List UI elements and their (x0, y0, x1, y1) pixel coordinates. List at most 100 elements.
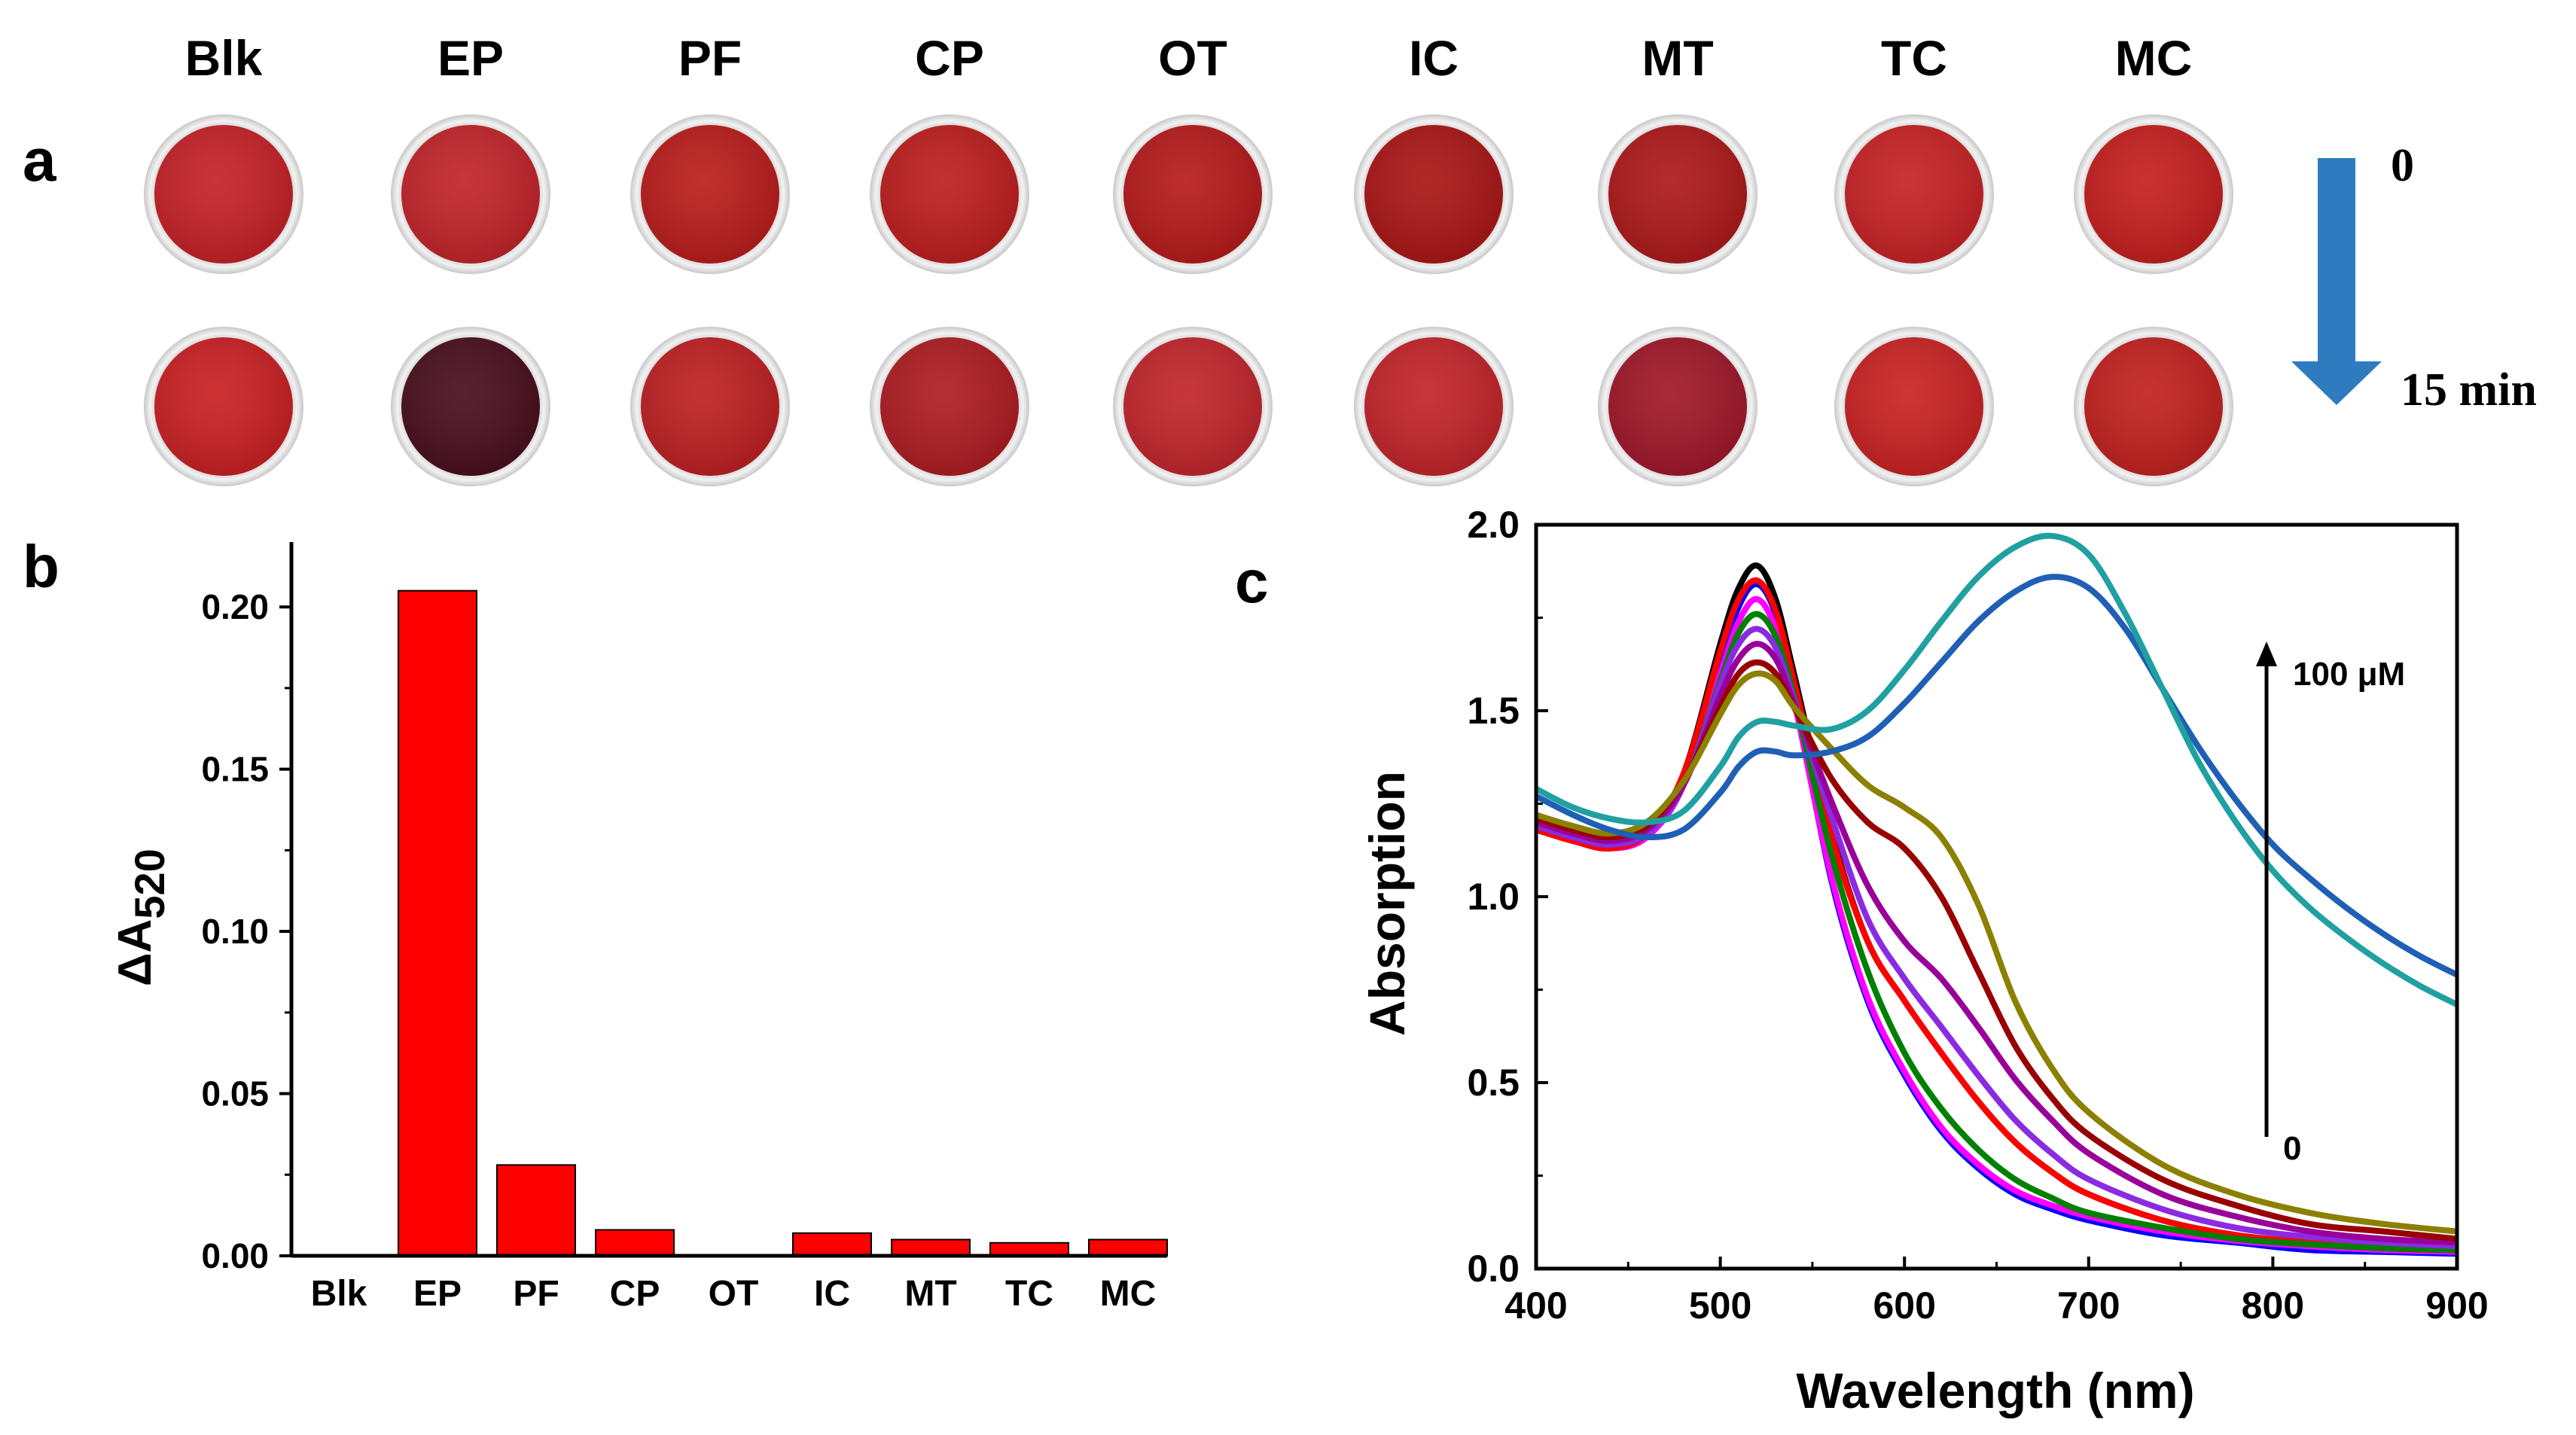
well-tc-row-1 (1834, 114, 1994, 274)
spectra-xtick-label: 800 (2242, 1284, 2304, 1327)
well-shading (1123, 337, 1262, 476)
spectrum-line-c10 (1535, 574, 2459, 978)
bar-chart: 0.00 0.05 0.10 0.15 0.20 Blk EP PF CP OT IC MT TC MC (201, 542, 1168, 1314)
time-arrow-shaft (2318, 158, 2355, 361)
well-shading (641, 125, 779, 264)
spectra-ytick-label: 2.0 (1467, 504, 1520, 546)
well-mt-row-2 (1598, 327, 1757, 486)
bar-ic (792, 1232, 872, 1257)
well-shading (401, 337, 540, 476)
bar-chart-ylabel-main: ΔA (109, 919, 161, 986)
spectrum-line-c11 (1535, 532, 2459, 1007)
well-shading (641, 337, 779, 476)
well-ic-row-1 (1354, 114, 1514, 274)
bar-ep (398, 590, 477, 1257)
well-blk-row-1 (144, 114, 303, 274)
sample-label-tc: TC (1881, 30, 1947, 86)
sample-label-ic: IC (1409, 30, 1459, 86)
well-mc-row-2 (2074, 327, 2233, 486)
panel-c: c Absorption Wavelength (nm) 400 500 600 70… (1235, 504, 2489, 1418)
time-label-start: 0 (2391, 140, 2414, 191)
spectra-xtick-label: 400 (1504, 1284, 1567, 1327)
spectra-ytick-label: 0.0 (1467, 1248, 1520, 1290)
bar-cp (595, 1229, 675, 1257)
spectrum-line-c5 (1535, 611, 2458, 1254)
spectrum-line-c4 (1535, 577, 2458, 1254)
time-label-end: 15 min (2401, 364, 2537, 416)
bar-chart-ytick-label: 0.05 (201, 1074, 269, 1114)
spectrum-line-c9 (1535, 670, 2458, 1235)
well-ot-row-1 (1113, 114, 1273, 274)
well-shading (1608, 125, 1747, 264)
concentration-arrow (2256, 641, 2277, 1137)
spectrum-line-c2 (1535, 596, 2458, 1255)
well-cp-row-2 (870, 327, 1029, 486)
bar-chart-ytick-label: 0.00 (201, 1236, 269, 1275)
well-grid (144, 114, 2233, 486)
well-mc-row-1 (2074, 114, 2233, 274)
bar-chart-category-label: OT (709, 1274, 759, 1314)
sample-label-blk: Blk (185, 30, 263, 86)
time-arrow (2291, 158, 2382, 405)
well-ep-row-2 (391, 327, 550, 486)
well-shading (2084, 337, 2223, 476)
spectra-frame (1534, 523, 2459, 1271)
bar-tc (989, 1242, 1069, 1257)
bar-chart-category-label: TC (1005, 1274, 1053, 1314)
well-pf-row-2 (630, 327, 790, 486)
well-pf-row-1 (630, 114, 790, 274)
bar-mc (1088, 1238, 1168, 1257)
sample-label-pf: PF (678, 30, 742, 86)
well-shading (1364, 337, 1503, 476)
sample-label-mc: MC (2115, 30, 2193, 86)
well-shading (880, 125, 1019, 264)
spectra-chart: 400 500 600 700 800 900 0.0 0.5 1.0 1.5 2.0 (1467, 504, 2488, 1327)
concentration-annotation-bottom: 0 (2283, 1130, 2301, 1167)
concentration-annotation-top: 100 μM (2293, 656, 2405, 693)
spectra-ytick-label: 1.0 (1467, 876, 1520, 918)
well-shading (154, 337, 293, 476)
sample-label-cp: CP (915, 30, 984, 86)
concentration-arrow-head (2256, 641, 2277, 666)
bar-chart-category-label: CP (610, 1274, 660, 1314)
bar-chart-ylabel-sub: 520 (126, 849, 173, 919)
spectra-xtick-label: 500 (1689, 1284, 1751, 1327)
spectra-ytick-label: 0.5 (1467, 1062, 1520, 1104)
well-shading (1845, 125, 1983, 264)
well-shading (2084, 125, 2223, 264)
well-shading (1608, 337, 1747, 476)
sample-label-ep: EP (437, 30, 504, 86)
spectra-xtick-label: 900 (2425, 1284, 2488, 1327)
well-shading (880, 337, 1019, 476)
bar-chart-category-label: PF (513, 1274, 559, 1314)
bar-pf (496, 1164, 576, 1257)
well-shading (1364, 125, 1503, 264)
bar-chart-category-label: IC (814, 1274, 850, 1314)
well-mt-row-1 (1598, 114, 1757, 274)
well-blk-row-2 (144, 327, 303, 486)
panel-a: a Blk EP PF CP OT IC MT TC MC 0 15 min (23, 30, 2537, 486)
bar-chart-ytick-label: 0.10 (201, 912, 269, 951)
bar-mt (891, 1238, 971, 1257)
bar-chart-category-label: EP (413, 1274, 462, 1314)
time-arrow-head (2291, 361, 2382, 405)
panel-b-letter: b (23, 533, 59, 600)
bar-chart-ytick-label: 0.15 (201, 750, 269, 789)
spectra-ylabel: Absorption (1359, 771, 1415, 1036)
well-tc-row-2 (1834, 327, 1994, 486)
well-ep-row-1 (391, 114, 550, 274)
spectra-xtick-label: 600 (1873, 1284, 1935, 1327)
panel-a-letter: a (23, 126, 56, 193)
sample-label-ot: OT (1158, 30, 1227, 86)
well-shading (1845, 337, 1983, 476)
spectra-ytick-label: 1.5 (1467, 690, 1520, 732)
bar-chart-category-label: Blk (311, 1274, 367, 1314)
well-cp-row-1 (870, 114, 1029, 274)
sample-label-mt: MT (1642, 30, 1713, 86)
well-shading (154, 125, 293, 264)
spectrum-line-c7 (1535, 641, 2458, 1246)
bar-chart-ylabel: ΔA520 (109, 849, 173, 986)
bar-chart-category-label: MC (1100, 1274, 1157, 1314)
panel-b: b ΔA520 0.00 0.05 0.10 0.15 0.20 Blk EP PF CP OT I… (23, 533, 1168, 1314)
